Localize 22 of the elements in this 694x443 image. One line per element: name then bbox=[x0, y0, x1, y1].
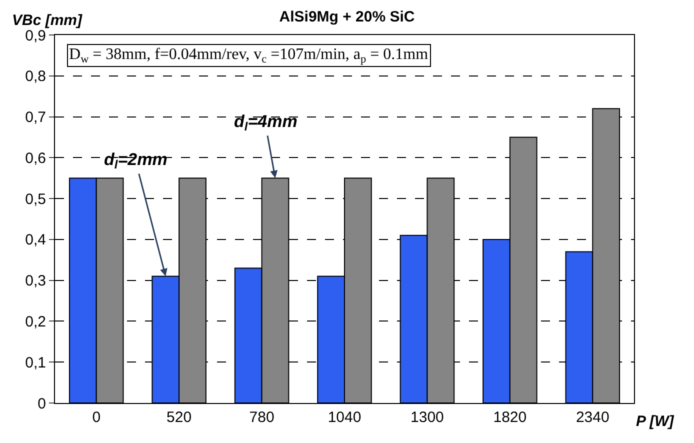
y-tick-label: 0,5 bbox=[25, 190, 46, 208]
y-tick-label: 0,4 bbox=[25, 232, 46, 249]
chart-title: AlSi9Mg + 20% SiC bbox=[279, 8, 415, 26]
x-tick-label: 1300 bbox=[410, 409, 444, 426]
y-tick-label: 0,3 bbox=[25, 272, 46, 290]
x-tick-label: 0 bbox=[92, 409, 101, 426]
x-tick-label: 1040 bbox=[328, 409, 362, 426]
x-axis-title: P [W] bbox=[636, 413, 675, 430]
y-tick-label: 0,8 bbox=[25, 68, 46, 86]
annotation: D$_{w}$ = 38mm, f=0.04mm/rev, v$_{c}$ =107m/min, a$_{p}$ = 0.1mm bbox=[69, 46, 429, 66]
text: d$_{l}$=4mm bbox=[234, 112, 298, 134]
y-tick-label: 0,9 bbox=[25, 27, 46, 44]
x-tick-label: 780 bbox=[249, 409, 274, 426]
y-tick-label: 0,7 bbox=[25, 109, 46, 126]
x-tick-label: 520 bbox=[166, 409, 192, 426]
x-tick-label: 1820 bbox=[493, 409, 527, 426]
y-tick-label: 0,1 bbox=[25, 354, 46, 372]
y-axis-title: VBc [mm] bbox=[12, 12, 84, 29]
y-tick-label: 0 bbox=[38, 395, 46, 412]
x-tick-label: 2340 bbox=[576, 409, 610, 426]
y-tick-label: 0,6 bbox=[25, 150, 46, 167]
y-tick-label: 0,2 bbox=[25, 313, 46, 330]
